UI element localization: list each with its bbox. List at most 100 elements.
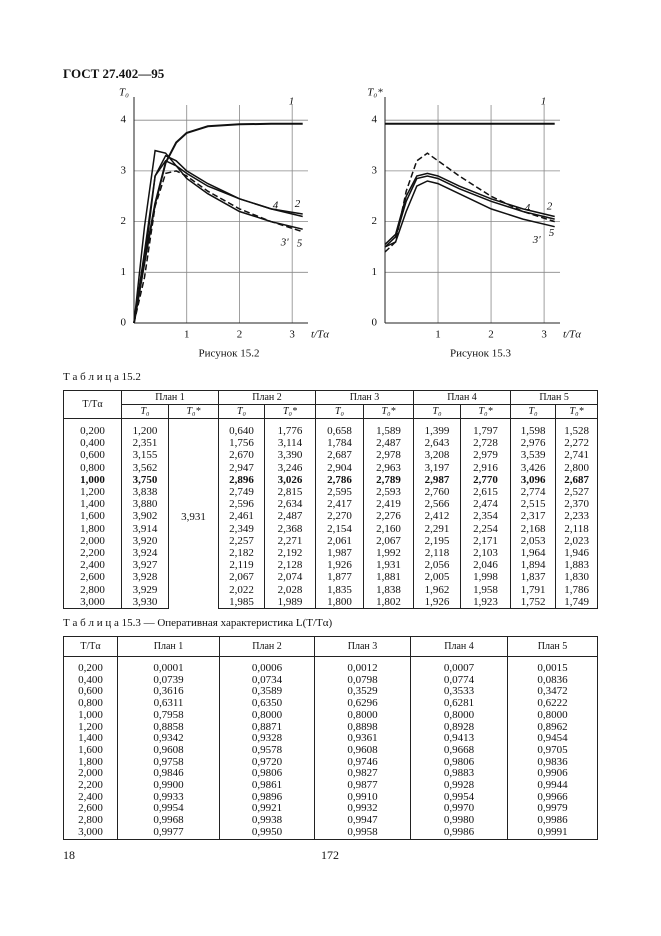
cell: 2,741 <box>555 449 599 462</box>
table-row: 0,800 0,6311 0,6350 0,6296 0,6281 0,6222 <box>63 697 598 710</box>
table-row: 2,000 0,9846 0,9806 0,9827 0,9883 0,9906 <box>63 768 598 781</box>
table: T/Tα План 1 План 2 План 3 План 4 План 5 0,200 0… <box>63 636 598 840</box>
y-tick-label: 0 <box>121 317 127 329</box>
curve-label: 2 <box>295 198 301 210</box>
cell: 0,6222 <box>507 697 598 710</box>
subheader-cell: T₀ <box>510 404 557 419</box>
cell: 2,182 <box>218 547 266 560</box>
cell: 0,9928 <box>410 779 508 792</box>
cell: 2,074 <box>264 571 317 584</box>
cell: 1,985 <box>218 595 266 610</box>
table-row: 0,400 2,351 1,756 3,114 1,784 2,487 2,643 2,728… <box>63 437 599 450</box>
cell: 2,976 <box>510 437 557 450</box>
cell: 1,838 <box>363 583 415 596</box>
subheader-cell: T₀ <box>315 404 365 419</box>
cell: 2,896 <box>218 473 266 487</box>
cell: 0,9958 <box>314 826 411 840</box>
curve-label: 3' <box>280 237 290 249</box>
cell: 1,800 <box>315 595 365 610</box>
cell: 0,0836 <box>507 674 598 687</box>
cell: 2,351 <box>121 437 169 450</box>
cell: 0,9454 <box>507 733 598 745</box>
table-row: 1,200 3,838 2,749 2,815 2,595 2,593 2,760 2,615… <box>63 486 599 499</box>
cell: 2,600 <box>63 571 122 584</box>
cell: 2,760 <box>413 486 462 499</box>
cell: 2,412 <box>413 510 462 523</box>
cell: 2,168 <box>510 522 557 535</box>
cell: 3,929 <box>121 583 169 596</box>
cell: 2,061 <box>315 534 365 548</box>
cell: 1,791 <box>510 583 557 596</box>
figure-caption: Рисунок 15.3 <box>450 348 511 360</box>
cell: 2,487 <box>264 510 317 523</box>
table-row: 1,800 3,914 2,349 2,368 2,154 2,160 2,291 2,254… <box>63 522 599 535</box>
cell: 0,0015 <box>507 656 598 675</box>
cell: 1,399 <box>413 418 462 438</box>
cell: 2,728 <box>460 437 512 450</box>
cell: 1,600 <box>63 744 118 757</box>
y-tick-label: 4 <box>372 114 378 126</box>
y-tick-label: 3 <box>121 164 127 176</box>
cell: 0,8000 <box>507 709 598 722</box>
subheader-cell: T₀* <box>555 404 599 419</box>
table-row: 1,000 0,7958 0,8000 0,8000 0,8000 0,8000 <box>63 709 598 722</box>
cell: 2,615 <box>460 486 512 499</box>
cell: 3,880 <box>121 498 169 511</box>
page-number: 18 <box>63 848 75 862</box>
cell: 2,118 <box>555 522 599 535</box>
cell: 2,023 <box>555 534 599 548</box>
cell: 0,9986 <box>507 814 598 827</box>
cell: 2,128 <box>264 559 317 572</box>
cell: 2,067 <box>218 571 266 584</box>
cell: 0,640 <box>218 418 266 438</box>
cell: 3,927 <box>121 559 169 572</box>
cell: 0,9906 <box>507 768 598 781</box>
figure-caption: Рисунок 15.2 <box>199 348 260 360</box>
cell: 1,400 <box>63 498 122 511</box>
cell: 2,200 <box>63 547 122 560</box>
cell: 2,368 <box>264 522 317 535</box>
header-cell: План 4 <box>413 390 512 405</box>
cell: 0,9578 <box>219 744 315 757</box>
cell: 2,593 <box>363 486 415 499</box>
cell: 3,930 <box>121 595 169 610</box>
cell: 1,877 <box>315 571 365 584</box>
table-row: 2,400 3,927 2,119 2,128 1,926 1,931 2,056 2,046… <box>63 559 599 572</box>
cell: 0,9979 <box>507 803 598 816</box>
table-row: 2,400 0,9933 0,9896 0,9910 0,9954 0,9966 <box>63 791 598 804</box>
table-row: 0,200 1,200 3,931 0,640 1,776 0,658 1,589 1,399… <box>63 418 599 609</box>
curve <box>133 154 303 324</box>
cell: 1,894 <box>510 559 557 572</box>
header-cell: План 4 <box>410 636 508 657</box>
cell: 0,0012 <box>314 656 411 675</box>
cell: 1,881 <box>363 571 415 584</box>
cell: 2,978 <box>363 449 415 462</box>
header-cell: План 1 <box>117 636 220 657</box>
cell: 3,096 <box>510 473 557 487</box>
cell: 2,291 <box>413 522 462 535</box>
curve-label: 5 <box>297 237 303 249</box>
cell: 2,916 <box>460 461 512 474</box>
table-row: 1,600 0,9608 0,9578 0,9608 0,9668 0,9705 <box>63 744 598 757</box>
table-row: 3,000 0,9977 0,9950 0,9958 0,9986 0,9991 <box>63 826 598 840</box>
table: T/Tα План 1 План 2 План 3 План 4 План 5 T₀ T₀* T… <box>63 390 599 610</box>
cell: 2,354 <box>460 510 512 523</box>
cell: 3,539 <box>510 449 557 462</box>
cell: 2,487 <box>363 437 415 450</box>
cell: 2,154 <box>315 522 365 535</box>
y-tick-label: 4 <box>121 114 127 126</box>
subheader-cell: T₀* <box>363 404 415 419</box>
cell: 1,756 <box>218 437 266 450</box>
cell: 2,800 <box>555 461 599 474</box>
cell: 2,400 <box>63 559 122 572</box>
cell: 3,931 <box>167 418 220 609</box>
cell: 3,246 <box>264 461 317 474</box>
table-row: 2,000 3,920 2,257 2,271 2,061 2,067 2,195 2,171… <box>63 534 599 548</box>
cell: 1,992 <box>363 547 415 560</box>
cell: 1,926 <box>315 559 365 572</box>
header-cell: T/Tα <box>63 390 122 419</box>
cell: 2,067 <box>363 534 415 548</box>
cell: 1,200 <box>121 418 169 438</box>
cell: 3,208 <box>413 449 462 462</box>
cell: 1,835 <box>315 583 365 596</box>
